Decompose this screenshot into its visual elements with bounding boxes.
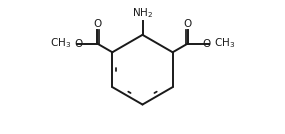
Text: O: O — [202, 39, 211, 49]
Text: CH$_3$: CH$_3$ — [50, 37, 71, 50]
Text: O: O — [74, 39, 83, 49]
Text: O: O — [93, 19, 101, 29]
Text: CH$_3$: CH$_3$ — [214, 37, 235, 50]
Text: O: O — [184, 19, 192, 29]
Text: NH$_2$: NH$_2$ — [132, 6, 153, 20]
